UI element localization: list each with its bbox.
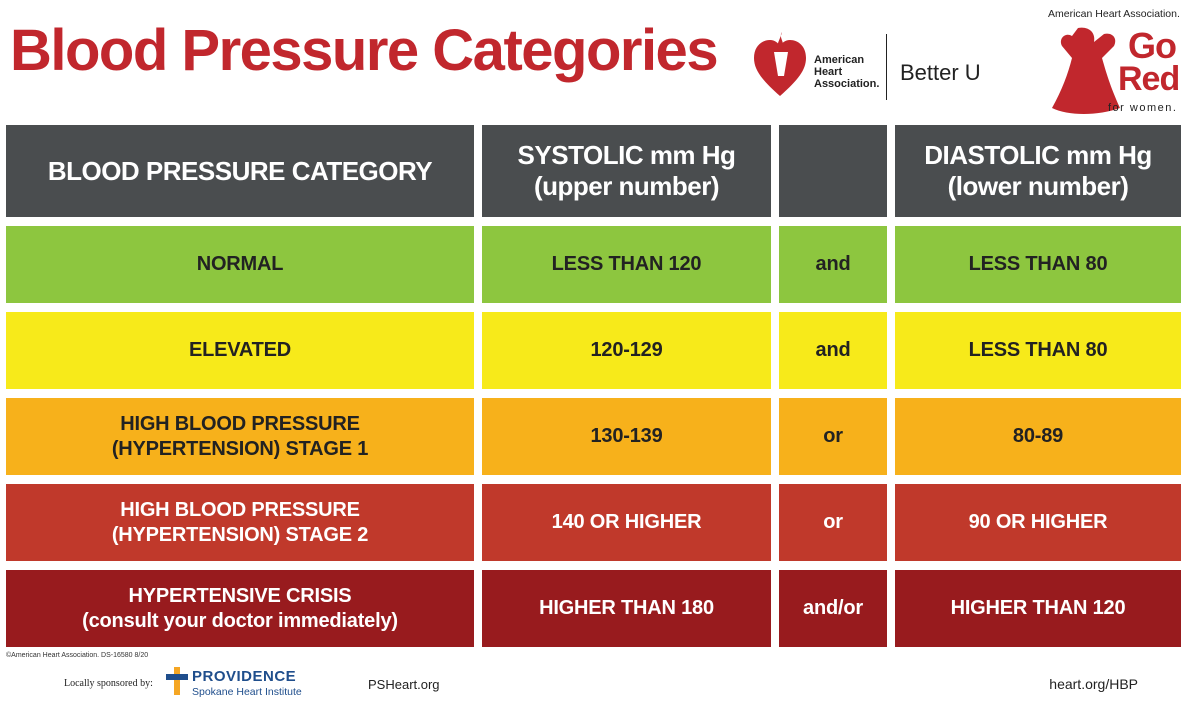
gored-go-text: Go — [1128, 25, 1177, 66]
gored-logo: Go Red for women. — [1048, 24, 1188, 118]
sponsored-label: Locally sponsored by: — [64, 678, 153, 689]
category-stage1: HIGH BLOOD PRESSURE (HYPERTENSION) STAGE… — [6, 398, 474, 475]
diastolic-normal: LESS THAN 80 — [895, 226, 1181, 303]
systolic-stage2: 140 OR HIGHER — [482, 484, 771, 561]
aha-wordmark: American Heart Association. — [814, 54, 880, 90]
diastolic-stage1: 80-89 — [895, 398, 1181, 475]
diastolic-crisis: HIGHER THAN 120 — [895, 570, 1181, 647]
header-systolic: SYSTOLIC mm Hg (upper number) — [482, 125, 771, 217]
header-category: BLOOD PRESSURE CATEGORY — [6, 125, 474, 217]
red-dress-icon — [1052, 27, 1120, 114]
aha-logo: American Heart Association. Better U — [752, 30, 1002, 102]
copyright-notice: ©American Heart Association. DS-16580 8/… — [6, 652, 149, 659]
category-elevated: ELEVATED — [6, 312, 474, 389]
sponsor-name: PROVIDENCE — [192, 668, 297, 685]
join-elevated: and — [779, 312, 887, 389]
gored-aha-label: American Heart Association. — [1048, 8, 1180, 20]
better-u-wordmark: Better U — [900, 60, 981, 85]
category-stage2: HIGH BLOOD PRESSURE (HYPERTENSION) STAGE… — [6, 484, 474, 561]
page-title: Blood Pressure Categories — [10, 18, 719, 83]
header-diastolic: DIASTOLIC mm Hg (lower number) — [895, 125, 1181, 217]
diastolic-elevated: LESS THAN 80 — [895, 312, 1181, 389]
category-crisis: HYPERTENSIVE CRISIS (consult your doctor… — [6, 570, 474, 647]
header-join — [779, 125, 887, 217]
systolic-stage1: 130-139 — [482, 398, 771, 475]
category-normal: NORMAL — [6, 226, 474, 303]
systolic-normal: LESS THAN 120 — [482, 226, 771, 303]
sponsor-subtitle: Spokane Heart Institute — [192, 686, 302, 698]
join-stage1: or — [779, 398, 887, 475]
heart-torch-icon — [754, 32, 806, 96]
gored-red-text: Red — [1118, 60, 1180, 98]
join-stage2: or — [779, 484, 887, 561]
sponsor-url[interactable]: PSHeart.org — [368, 677, 440, 692]
logo-divider — [886, 34, 887, 100]
gored-women-text: for women. — [1108, 102, 1178, 114]
aha-url[interactable]: heart.org/HBP — [1049, 676, 1138, 692]
join-normal: and — [779, 226, 887, 303]
cross-icon — [166, 667, 188, 695]
diastolic-stage2: 90 OR HIGHER — [895, 484, 1181, 561]
systolic-elevated: 120-129 — [482, 312, 771, 389]
join-crisis: and/or — [779, 570, 887, 647]
systolic-crisis: HIGHER THAN 180 — [482, 570, 771, 647]
